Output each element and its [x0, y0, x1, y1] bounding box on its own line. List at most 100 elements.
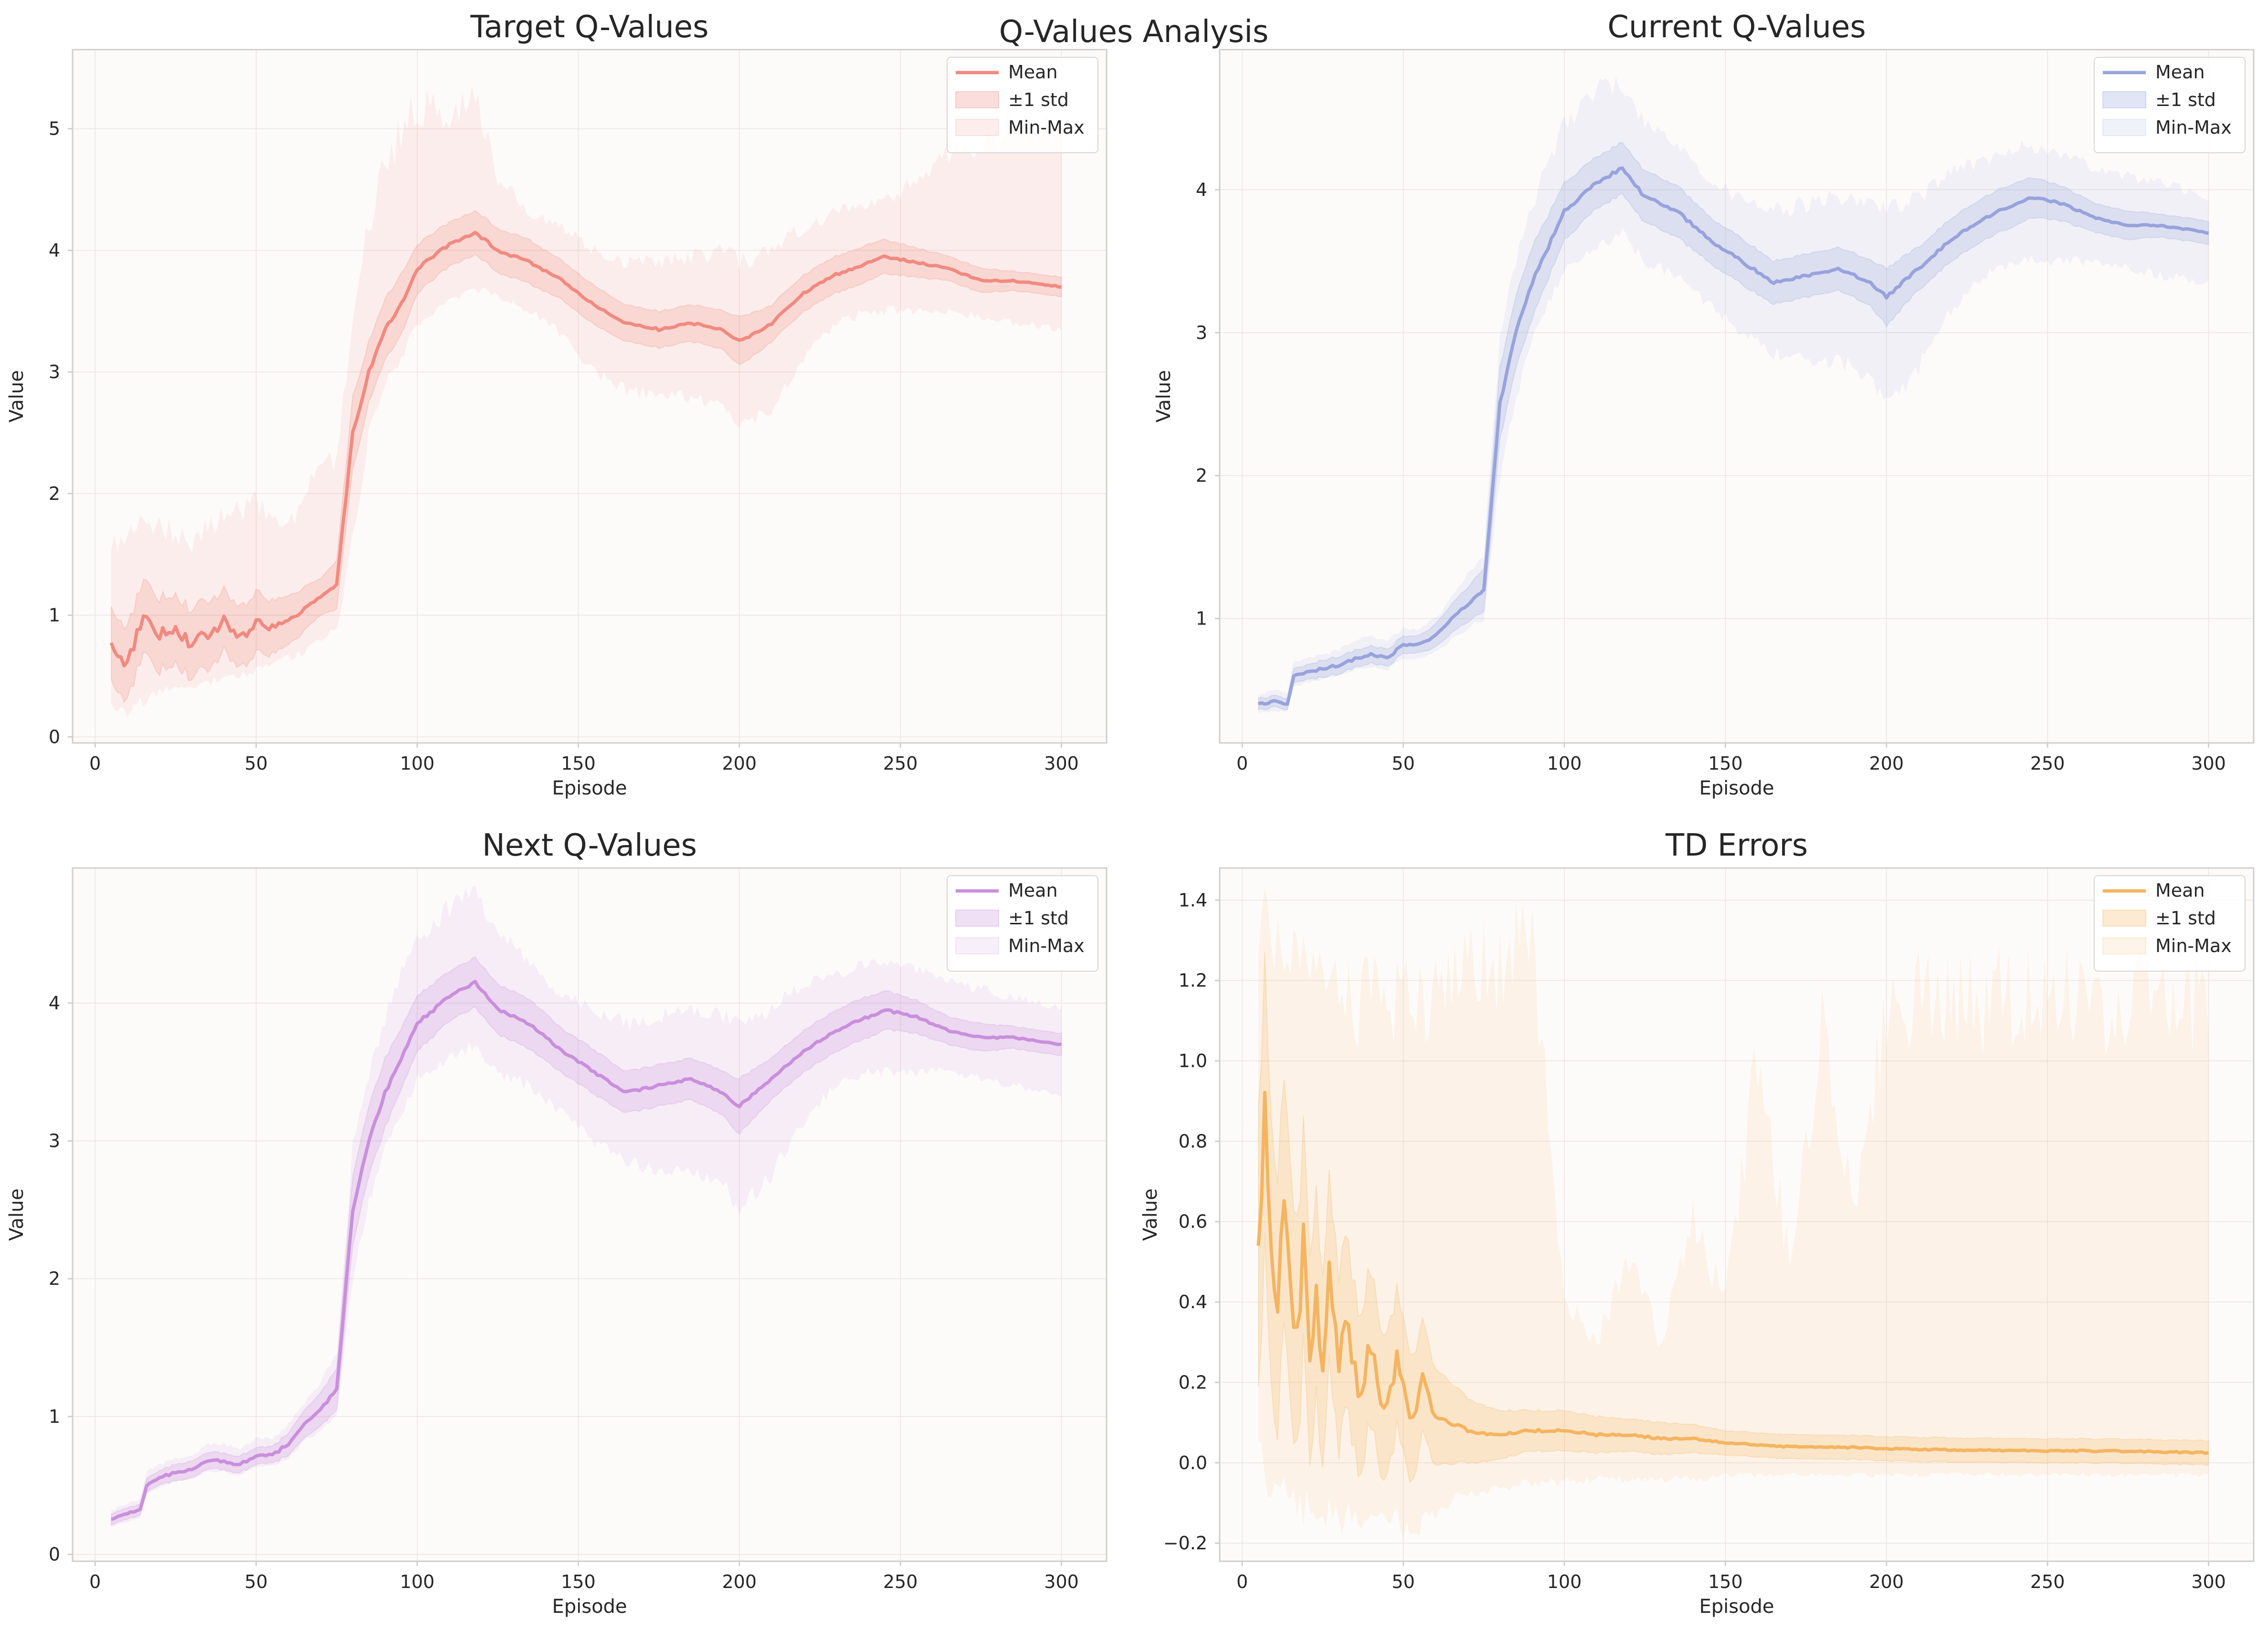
plot-frame — [1219, 49, 2255, 744]
legend-swatch-std — [955, 910, 999, 927]
y-tick-label: 1.0 — [1179, 1050, 1207, 1071]
plot-area — [73, 868, 1107, 1561]
x-tick-label: 150 — [561, 753, 596, 774]
plot-frame — [72, 49, 1108, 744]
plot-frame — [1219, 867, 2255, 1562]
x-tick-label: 150 — [1708, 1571, 1743, 1592]
legend: Mean ±1 std Min-Max — [2094, 57, 2246, 153]
y-tick-label: 4 — [49, 993, 60, 1014]
std-band — [111, 210, 1062, 704]
y-tick-label: 3 — [49, 361, 60, 382]
x-tick-label: 250 — [2030, 1571, 2065, 1592]
legend: Mean ±1 std Min-Max — [947, 57, 1098, 153]
legend-label: Min-Max — [2155, 117, 2232, 138]
x-tick-label: 300 — [2191, 1571, 2226, 1592]
mean-line — [109, 231, 1062, 667]
legend-swatch-std — [2102, 91, 2146, 108]
y-tick-label: −0.2 — [1163, 1533, 1207, 1554]
legend-label: Min-Max — [1008, 117, 1085, 138]
y-tick-label: 1 — [49, 605, 60, 626]
x-tick-label: 300 — [2191, 753, 2226, 774]
x-tick-label: 100 — [1547, 753, 1582, 774]
legend-label: Mean — [2155, 62, 2205, 83]
legend-swatch-minmax — [955, 119, 999, 136]
x-tick-label: 200 — [1869, 753, 1904, 774]
minmax-band — [1258, 887, 2209, 1540]
subplot-3: 0 50 100 150 200 250 300 0 1 2 3 4 Next Q-Values Epis… — [6, 828, 1108, 1618]
x-tick-label: 50 — [244, 1571, 267, 1592]
plot-area — [73, 50, 1107, 743]
x-tick-label: 100 — [400, 1571, 435, 1592]
x-tick-label: 250 — [2030, 753, 2065, 774]
y-tick-label: 4 — [49, 240, 60, 261]
subplot-4: 0 50 100 150 200 250 300 −0.2 0.0 0.2 0.4 0.6 0.8 1.0… — [1139, 828, 2255, 1618]
y-tick-label: 4 — [1196, 179, 1207, 200]
y-tick-label: 1 — [1196, 608, 1207, 629]
y-axis-label: Value — [6, 370, 28, 423]
legend-label: ±1 std — [1008, 89, 1069, 110]
legend-label: ±1 std — [2155, 89, 2216, 110]
y-tick-label: 1.4 — [1179, 889, 1207, 910]
legend-box — [947, 875, 1098, 972]
y-axis-label: Value — [1139, 1188, 1161, 1241]
x-tick-label: 50 — [244, 753, 267, 774]
x-tick-label: 0 — [1236, 1571, 1248, 1592]
legend: Mean ±1 std Min-Max — [947, 875, 1098, 972]
minmax-band — [1258, 76, 2209, 714]
y-tick-label: 0.4 — [1179, 1292, 1207, 1313]
legend-label: ±1 std — [2155, 908, 2216, 929]
plot-area — [1220, 868, 2254, 1561]
mean-line — [1256, 1090, 2209, 1455]
legend-label: Mean — [2155, 880, 2205, 901]
x-tick-label: 300 — [1044, 1571, 1079, 1592]
x-tick-label: 50 — [1392, 1571, 1414, 1592]
y-tick-label: 2 — [49, 1268, 60, 1289]
y-tick-label: 2 — [49, 483, 60, 504]
legend-swatch-minmax — [2102, 937, 2146, 954]
y-tick-label: 3 — [49, 1131, 60, 1152]
y-tick-label: 5 — [49, 118, 60, 139]
minmax-band — [111, 885, 1062, 1527]
legend-swatch-std — [955, 91, 999, 108]
y-tick-label: 2 — [1196, 465, 1207, 486]
x-tick-label: 200 — [722, 753, 757, 774]
y-axis-label: Value — [1153, 370, 1175, 423]
y-tick-label: 0.2 — [1179, 1372, 1207, 1393]
x-tick-label: 250 — [883, 753, 918, 774]
legend-label: Min-Max — [1008, 935, 1085, 956]
mean-line — [111, 980, 1062, 1521]
x-tick-label: 150 — [561, 1571, 596, 1592]
y-tick-label: 1.2 — [1179, 970, 1207, 991]
legend-label: Min-Max — [2155, 935, 2232, 956]
x-tick-label: 100 — [400, 753, 435, 774]
y-tick-label: 1 — [49, 1406, 60, 1427]
x-tick-label: 150 — [1708, 753, 1743, 774]
subplot-1: 0 50 100 150 200 250 300 0 1 2 3 4 5 Target Q-Values E… — [6, 10, 1108, 799]
legend-box — [947, 57, 1098, 153]
subplot-title: Current Q-Values — [1607, 10, 1866, 45]
x-tick-label: 0 — [1236, 753, 1248, 774]
plot-frame — [72, 867, 1108, 1562]
std-band — [1258, 952, 2209, 1483]
y-tick-label: 0 — [49, 1544, 60, 1565]
y-axis-label: Value — [6, 1188, 28, 1241]
legend-box — [2094, 57, 2246, 153]
legend-swatch-std — [2102, 910, 2146, 927]
x-tick-label: 300 — [1044, 753, 1079, 774]
y-tick-label: 0.6 — [1179, 1211, 1207, 1232]
x-axis-label: Episode — [552, 1596, 627, 1618]
legend-swatch-minmax — [2102, 119, 2146, 136]
plot-area — [1220, 50, 2254, 743]
subplot-title: TD Errors — [1665, 828, 1808, 863]
x-axis-label: Episode — [1699, 1596, 1774, 1618]
y-tick-label: 0.0 — [1179, 1452, 1207, 1473]
subplot-2: 0 50 100 150 200 250 300 1 2 3 4 Current Q-Values Ep… — [1153, 10, 2255, 799]
mean-line — [1257, 166, 2209, 706]
x-tick-label: 50 — [1392, 753, 1414, 774]
legend-label: ±1 std — [1008, 908, 1069, 929]
x-axis-label: Episode — [552, 777, 627, 799]
x-tick-label: 0 — [89, 753, 101, 774]
legend-box — [2094, 875, 2246, 972]
subplot-title: Next Q-Values — [482, 828, 697, 863]
